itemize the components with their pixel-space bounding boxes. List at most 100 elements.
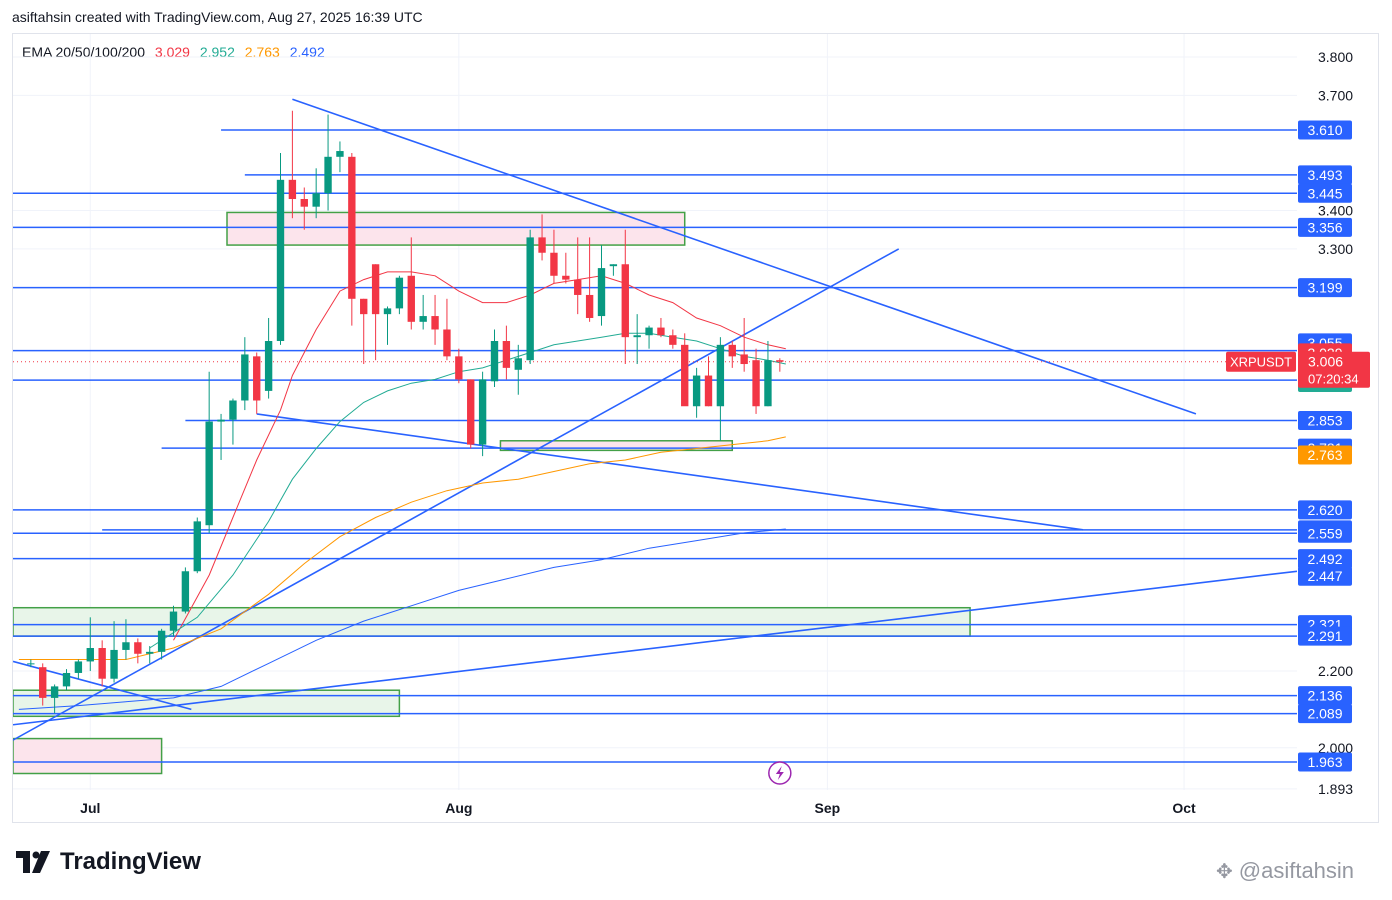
ema-legend[interactable]: EMA 20/50/100/200 3.029 2.952 2.763 2.49… <box>22 44 331 60</box>
candle-body <box>550 252 558 276</box>
candle-body <box>110 649 118 679</box>
level-tag-bg <box>1298 183 1352 203</box>
level-tag: 2.136 <box>1307 688 1342 704</box>
candle-body <box>538 237 546 253</box>
candle-body <box>597 268 606 317</box>
candle-body <box>383 308 392 315</box>
candle-up <box>419 294 427 330</box>
level-tag-bg <box>1298 165 1352 185</box>
candle-down <box>550 229 558 284</box>
x-tick-label: Oct <box>1172 800 1196 816</box>
candle-down <box>740 317 748 372</box>
candle-down <box>657 317 665 338</box>
candle-down <box>562 252 570 284</box>
candle-down <box>431 294 439 345</box>
candle-down <box>455 348 463 384</box>
candle-body <box>669 335 677 345</box>
candle-body <box>134 642 142 654</box>
candle-body <box>419 316 427 322</box>
level-tag-bg <box>1298 120 1352 140</box>
candle-up <box>157 628 166 660</box>
candle-body <box>645 327 653 336</box>
watermark-text: @asiftahsin <box>1238 858 1355 883</box>
candle-body <box>336 151 344 157</box>
candle-up <box>383 306 392 345</box>
candle-down <box>585 237 594 322</box>
candle-body <box>752 360 760 407</box>
candle-body <box>86 648 94 662</box>
candle-body <box>276 179 285 342</box>
level-tag-bg <box>1298 217 1352 237</box>
candle-body <box>253 356 261 401</box>
level-tag-bg <box>1298 704 1352 724</box>
candle-down <box>371 264 380 361</box>
x-tick-label: Sep <box>815 800 841 816</box>
candle-up <box>217 413 225 460</box>
countdown-tag: 07:20:34 <box>1308 372 1359 387</box>
candle-body <box>371 264 380 315</box>
candle-body <box>502 341 511 368</box>
candle-up <box>27 659 35 668</box>
ema-50-value: 2.952 <box>199 44 235 60</box>
level-tag: 3.445 <box>1307 185 1342 201</box>
candle-up <box>395 275 404 315</box>
chart-credit: asiftahsin created with TradingView.com,… <box>12 9 423 25</box>
candle-up <box>633 314 641 365</box>
candle-down <box>360 298 368 365</box>
candle-body <box>526 237 534 361</box>
candle-down <box>574 237 582 315</box>
level-tag-bg <box>1298 278 1352 298</box>
tradingview-logo[interactable]: TradingView <box>16 848 201 876</box>
candle-body <box>443 329 451 357</box>
ema-legend-label: EMA 20/50/100/200 <box>22 44 145 60</box>
zone-box <box>13 737 163 775</box>
y-tick-label: 3.700 <box>1318 87 1353 103</box>
candle-up <box>193 517 201 574</box>
candle-body <box>98 648 106 679</box>
candle-body <box>181 571 190 612</box>
candle-body <box>39 667 47 698</box>
last-price-tag: 3.006 <box>1308 354 1343 370</box>
candle-up <box>526 229 534 365</box>
candle-down <box>728 341 736 368</box>
ema-tag-bg <box>1298 445 1352 465</box>
candle-body <box>431 316 439 330</box>
trendline <box>256 413 1084 531</box>
level-tag: 2.447 <box>1307 568 1342 584</box>
candle-up <box>490 329 499 388</box>
candle-down <box>98 640 106 687</box>
candle-up <box>122 619 130 660</box>
ema-line-20 <box>173 271 786 641</box>
candle-up <box>692 367 701 418</box>
candle-up <box>146 646 154 664</box>
candle-up <box>645 325 653 349</box>
candle-down <box>502 325 511 380</box>
level-tag: 3.610 <box>1307 122 1342 138</box>
candle-body <box>74 661 83 673</box>
candle-down <box>253 352 261 414</box>
candle-body <box>692 375 701 407</box>
ema-line-100 <box>18 436 786 660</box>
candle-down <box>538 214 546 261</box>
candle-body <box>169 611 178 631</box>
level-tag-bg <box>1298 752 1352 772</box>
watermark-icon: ✥ <box>1216 860 1233 883</box>
level-tag-bg <box>1298 626 1352 646</box>
candle-body <box>740 354 748 365</box>
candle-up <box>50 684 59 714</box>
level-tag: 2.291 <box>1307 628 1342 644</box>
candle-body <box>407 275 415 322</box>
candle-body <box>704 375 713 407</box>
candle-up <box>716 337 725 441</box>
candle-down <box>776 358 784 372</box>
candle-down <box>669 329 677 349</box>
candle-body <box>205 421 213 526</box>
chart-frame <box>12 33 1379 823</box>
candle-down <box>681 333 689 407</box>
candle-up <box>110 621 118 683</box>
candle-body <box>764 360 772 407</box>
candle-body <box>395 277 404 309</box>
candle-up <box>74 659 83 679</box>
candle-body <box>585 294 594 318</box>
